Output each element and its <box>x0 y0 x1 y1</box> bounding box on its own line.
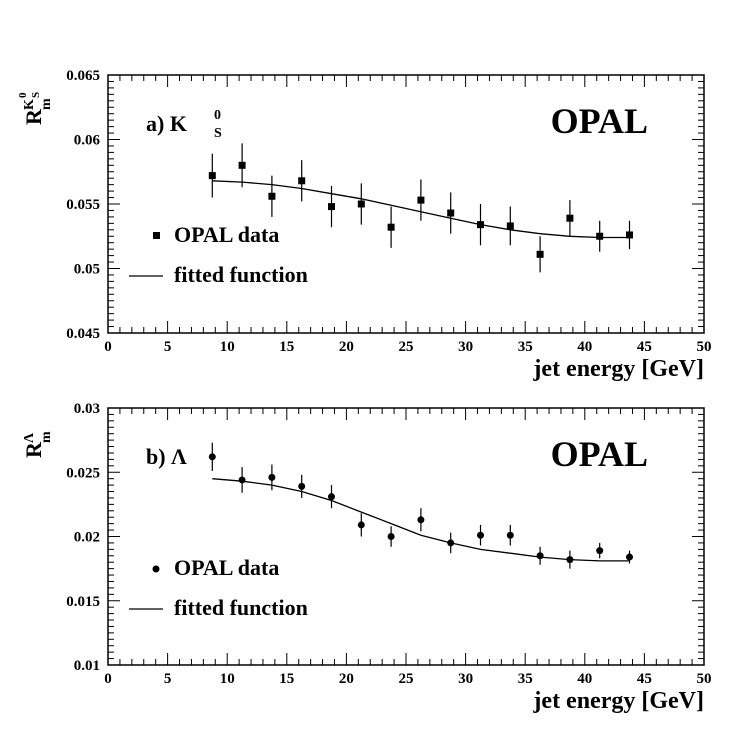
y-axis-label-main: R <box>21 441 46 458</box>
legend-label-fit: fitted function <box>174 595 308 620</box>
y-tick-label: 0.045 <box>66 326 100 342</box>
data-point <box>417 516 425 524</box>
data-point <box>447 539 455 547</box>
data-point <box>596 547 604 555</box>
x-tick-label: 10 <box>220 339 235 355</box>
legend-label-data: OPAL data <box>174 555 279 580</box>
data-point <box>268 192 276 200</box>
panel-label-sub: S <box>214 126 222 141</box>
x-tick-label: 30 <box>458 671 473 687</box>
x-tick-label: 20 <box>339 671 354 687</box>
y-tick-label: 0.05 <box>74 262 100 278</box>
y-axis-label-sup: Λ <box>22 433 37 443</box>
data-point <box>208 453 216 461</box>
x-tick-label: 0 <box>104 339 112 355</box>
legend-marker-data <box>153 232 160 239</box>
y-axis-label-main: R <box>21 108 46 125</box>
x-tick-label: 25 <box>399 671 414 687</box>
y-tick-label: 0.025 <box>66 465 100 481</box>
data-point <box>387 223 395 231</box>
y-tick-label: 0.065 <box>66 68 100 84</box>
panel-label-main: a) K <box>146 111 187 136</box>
y-axis-label-sub: m <box>39 98 54 110</box>
data-point <box>328 203 335 211</box>
data-point <box>447 209 455 217</box>
data-point <box>387 533 395 540</box>
x-tick-label: 35 <box>518 339 533 355</box>
x-tick-label: 45 <box>637 671 652 687</box>
data-point <box>596 232 604 240</box>
x-tick-label: 15 <box>279 671 294 687</box>
panel-b-lambda: 0 5 10 15 20 25 30 35 40 45 50 0.01 0.015 0.02 0.025 0.… <box>21 401 712 714</box>
data-point <box>357 200 365 208</box>
panel-a-kshort: 0 5 10 15 20 25 30 35 40 45 50 0.045 0.05 0.055 0.06 0.… <box>17 68 712 382</box>
data-point <box>506 222 514 230</box>
y-axis-label-sup: K <box>22 99 37 110</box>
data-point <box>357 521 365 529</box>
x-tick-label: 40 <box>577 671 592 687</box>
y-tick-label: 0.06 <box>74 133 101 149</box>
legend-label-data: OPAL data <box>174 222 279 247</box>
data-point <box>208 172 216 180</box>
data-point <box>417 196 425 204</box>
x-tick-label: 30 <box>458 339 473 355</box>
y-tick-label: 0.055 <box>66 197 100 213</box>
data-point <box>298 177 306 185</box>
opal-brand-label: OPAL <box>551 434 648 474</box>
panel-label: a) K <box>146 111 187 136</box>
x-tick-label: 0 <box>104 671 112 687</box>
opal-brand-label: OPAL <box>551 101 648 141</box>
data-point <box>566 214 574 222</box>
data-point <box>268 473 276 481</box>
data-point <box>238 476 246 484</box>
y-tick-label: 0.01 <box>74 658 100 674</box>
panel-label-main: b) Λ <box>146 444 187 469</box>
data-point <box>506 531 514 539</box>
x-tick-label: 25 <box>399 339 414 355</box>
y-axis-label: RmΛ <box>21 431 54 458</box>
data-point <box>626 553 633 561</box>
panel-label: b) Λ <box>146 444 187 469</box>
x-tick-label: 50 <box>697 339 712 355</box>
data-point <box>477 531 484 539</box>
data-point <box>477 221 484 229</box>
y-tick-label: 0.02 <box>74 530 100 546</box>
x-tick-label: 20 <box>339 339 354 355</box>
x-tick-label: 45 <box>637 339 652 355</box>
data-point <box>536 250 544 258</box>
x-tick-label: 50 <box>697 671 712 687</box>
y-axis-label-sup-sup: 0 <box>17 92 29 98</box>
data-point <box>238 161 246 169</box>
panel-label-sup: 0 <box>214 108 221 123</box>
x-tick-label: 10 <box>220 671 235 687</box>
legend-label-fit: fitted function <box>174 262 308 287</box>
x-tick-label: 15 <box>279 339 294 355</box>
data-point <box>298 482 306 490</box>
data-point <box>626 231 633 239</box>
x-tick-label: 35 <box>518 671 533 687</box>
x-tick-label: 5 <box>164 339 172 355</box>
x-axis-label: jet energy [GeV] <box>532 688 704 714</box>
x-tick-label: 40 <box>577 339 592 355</box>
y-axis-label-sup-sub: S <box>30 92 42 98</box>
y-tick-label: 0.03 <box>74 401 100 417</box>
legend-marker-data <box>152 565 160 573</box>
data-point <box>536 552 544 560</box>
x-axis-label: jet energy [GeV] <box>532 356 704 382</box>
fitted-function-line <box>212 478 630 562</box>
y-tick-label: 0.015 <box>66 594 100 610</box>
data-point <box>566 556 574 564</box>
data-point <box>328 493 335 501</box>
y-axis-label-sub: m <box>39 431 54 443</box>
x-tick-label: 5 <box>164 671 172 687</box>
